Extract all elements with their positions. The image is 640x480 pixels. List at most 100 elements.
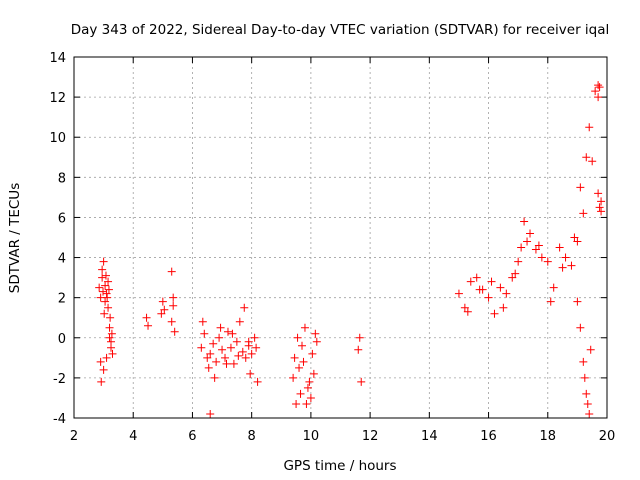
data-point (167, 317, 176, 326)
data-point (222, 359, 231, 368)
x-axis-label: GPS time / hours (283, 458, 396, 474)
data-point (206, 409, 215, 418)
data-point (216, 323, 225, 332)
data-point (97, 377, 106, 386)
data-point (293, 333, 302, 342)
data-point (200, 329, 209, 338)
data-point (100, 309, 109, 318)
x-tick-label: 6 (188, 429, 196, 444)
data-point (534, 241, 543, 250)
data-point (354, 345, 363, 354)
data-point (582, 153, 591, 162)
data-point (585, 123, 594, 132)
data-point (169, 293, 178, 302)
x-tick-label: 8 (248, 429, 256, 444)
data-point (241, 353, 250, 362)
data-point (555, 243, 564, 252)
data-point (475, 285, 484, 294)
data-point (209, 339, 218, 348)
data-point (252, 343, 261, 352)
data-point (221, 353, 230, 362)
data-point (107, 343, 116, 352)
data-point (223, 327, 232, 336)
data-point (484, 293, 493, 302)
data-point (144, 321, 153, 330)
data-point (526, 229, 535, 238)
data-point (502, 289, 511, 298)
x-tick-label: 10 (303, 429, 320, 444)
data-point (586, 345, 595, 354)
x-tick-label: 4 (129, 429, 137, 444)
data-point (101, 271, 110, 280)
chart-title: Day 343 of 2022, Sidereal Day-to-day VTE… (71, 22, 610, 38)
data-point (561, 253, 570, 262)
data-point (108, 349, 117, 358)
data-point (106, 313, 115, 322)
data-point (308, 349, 317, 358)
data-point (487, 277, 496, 286)
plot-frame (73, 56, 608, 419)
data-point (99, 365, 108, 374)
x-tick-label: 12 (362, 429, 379, 444)
data-point (104, 277, 113, 286)
data-point (105, 323, 114, 332)
data-point (567, 261, 576, 270)
data-point (228, 329, 237, 338)
data-point (582, 389, 591, 398)
data-point (531, 245, 540, 254)
data-point (573, 237, 582, 246)
data-point (312, 337, 321, 346)
y-tick-label: 12 (49, 91, 66, 106)
data-point (215, 333, 224, 342)
data-point (591, 87, 600, 96)
data-point (357, 377, 366, 386)
data-point (594, 189, 603, 198)
data-point (103, 293, 112, 302)
y-tick-label: 8 (58, 171, 66, 186)
data-point (305, 377, 314, 386)
data-point (579, 209, 588, 218)
data-point (95, 283, 104, 292)
data-point (499, 303, 508, 312)
data-point (570, 233, 579, 242)
data-point (104, 285, 113, 294)
y-tick-label: -2 (53, 372, 66, 387)
data-point (517, 243, 526, 252)
data-point (292, 399, 301, 408)
data-point (583, 399, 592, 408)
data-point (107, 329, 116, 338)
data-point (594, 81, 603, 90)
data-point (232, 337, 241, 346)
grid (74, 57, 607, 418)
data-point (355, 333, 364, 342)
y-tick-label: 14 (49, 51, 66, 66)
data-point (234, 351, 243, 360)
data-points (95, 81, 606, 418)
data-point (206, 349, 215, 358)
data-point (212, 357, 221, 366)
data-point (198, 317, 207, 326)
data-point (573, 297, 582, 306)
x-tick-label: 14 (421, 429, 438, 444)
data-point (580, 373, 589, 382)
data-point (250, 333, 259, 342)
data-point (303, 383, 312, 392)
data-point (309, 369, 318, 378)
data-point (520, 217, 529, 226)
data-point (597, 207, 606, 216)
y-tick-label: 0 (58, 332, 66, 347)
data-point (98, 273, 107, 282)
data-point (244, 337, 253, 346)
data-point (167, 267, 176, 276)
data-point (585, 409, 594, 418)
data-point (160, 305, 169, 314)
data-point (514, 257, 523, 266)
data-point (595, 203, 604, 212)
data-point (546, 297, 555, 306)
data-point (472, 273, 481, 282)
data-point (306, 393, 315, 402)
ticks (73, 56, 608, 419)
data-point (295, 363, 304, 372)
data-point (102, 289, 111, 298)
data-point (490, 309, 499, 318)
